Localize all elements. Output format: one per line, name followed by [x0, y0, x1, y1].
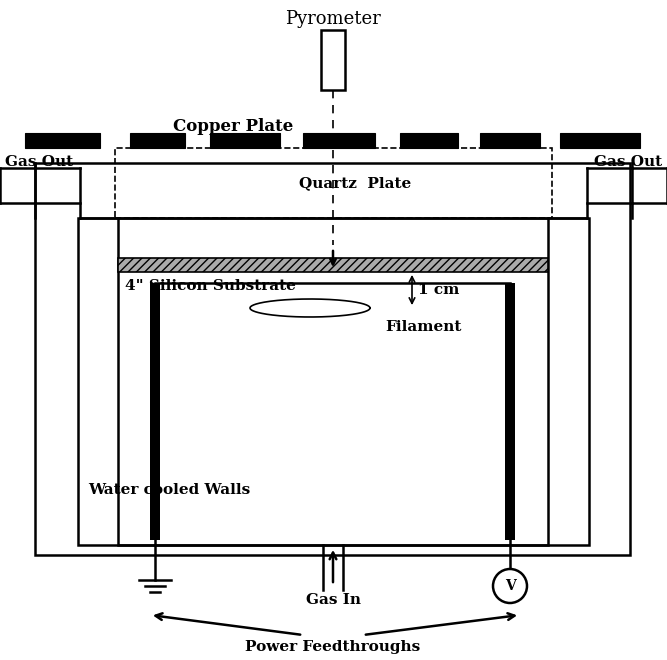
Bar [303, 133, 375, 148]
Bar [505, 283, 515, 540]
Bar [118, 218, 548, 545]
Bar [400, 133, 458, 148]
Bar [210, 133, 280, 148]
Bar [321, 30, 345, 90]
Text: Power Feedthroughs: Power Feedthroughs [245, 640, 421, 654]
Bar [35, 163, 630, 555]
Bar [78, 218, 589, 545]
Text: Water cooled Walls: Water cooled Walls [88, 483, 250, 497]
Text: Gas Out: Gas Out [594, 155, 662, 169]
Bar [130, 133, 185, 148]
Text: Copper Plate: Copper Plate [173, 118, 293, 135]
Circle shape [493, 569, 527, 603]
Text: Gas Out: Gas Out [5, 155, 73, 169]
Bar [150, 283, 160, 540]
Text: Quartz  Plate: Quartz Plate [299, 176, 411, 190]
Bar [118, 258, 548, 272]
Text: Pyrometer: Pyrometer [285, 10, 381, 28]
Text: Gas In: Gas In [305, 593, 360, 607]
Text: 1 cm: 1 cm [418, 283, 460, 297]
Bar [560, 133, 640, 148]
Bar [115, 148, 552, 218]
Text: Filament: Filament [385, 320, 462, 334]
Bar [480, 133, 540, 148]
Bar [25, 133, 100, 148]
Text: V: V [505, 579, 516, 593]
Text: 4" Silicon Substrate: 4" Silicon Substrate [125, 279, 296, 293]
